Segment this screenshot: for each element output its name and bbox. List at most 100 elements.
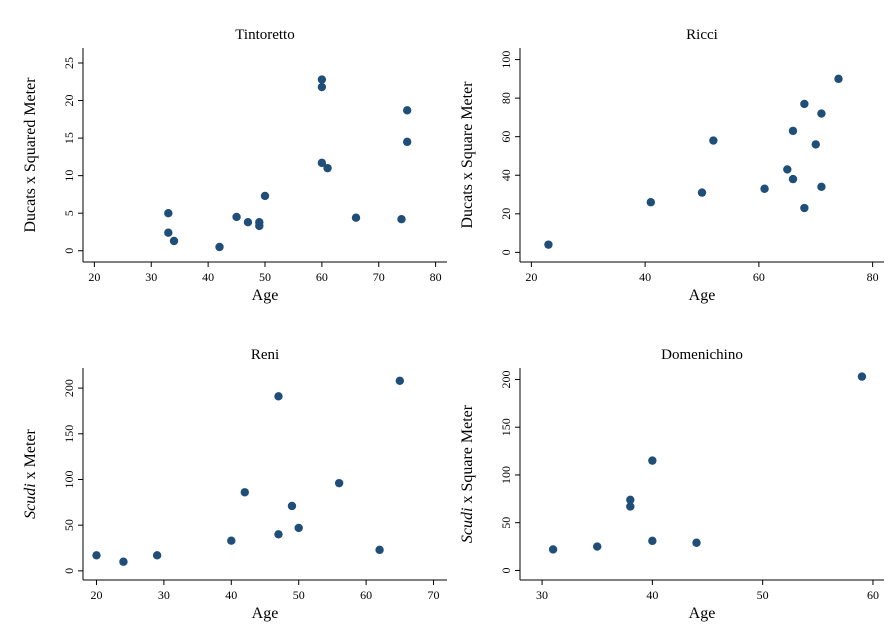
data-point xyxy=(834,75,842,83)
data-point xyxy=(170,237,178,245)
data-point xyxy=(288,502,296,510)
data-point xyxy=(241,488,249,496)
data-point xyxy=(261,192,269,200)
x-tick-label: 40 xyxy=(646,588,658,602)
y-axis-title: Scudi x Meter xyxy=(22,428,39,518)
x-tick-label: 70 xyxy=(373,270,385,284)
chart-title: Tintoretto xyxy=(235,27,294,43)
y-axis-title-rest: x Square Meter xyxy=(459,404,476,507)
y-tick-label: 0 xyxy=(499,249,513,255)
x-tick-label: 30 xyxy=(158,588,170,602)
y-axis-title-rest: x Meter xyxy=(22,428,39,483)
data-point xyxy=(647,198,655,206)
y-tick-label: 100 xyxy=(499,466,513,484)
y-tick-label: 100 xyxy=(62,470,76,488)
data-point xyxy=(215,243,223,251)
x-tick-label: 40 xyxy=(225,588,237,602)
data-point xyxy=(119,558,127,566)
data-point xyxy=(227,537,235,545)
y-tick-label: 0 xyxy=(499,567,513,573)
x-tick-label: 40 xyxy=(639,270,651,284)
data-point xyxy=(648,537,656,545)
data-point xyxy=(164,229,172,237)
x-tick-label: 50 xyxy=(259,270,271,284)
data-point xyxy=(92,551,100,559)
x-tick-label: 60 xyxy=(753,270,765,284)
data-point xyxy=(318,75,326,83)
chart-title: Reni xyxy=(251,347,279,363)
x-tick-label: 50 xyxy=(757,588,769,602)
data-point xyxy=(255,222,263,230)
y-tick-label: 40 xyxy=(499,169,513,181)
data-point xyxy=(244,218,252,226)
panel-reni: Reni 20 30 40 50 60 70 0 50 100 150 200 Age Scudi x M… xyxy=(22,347,447,622)
y-tick-label: 200 xyxy=(62,379,76,397)
y-tick-label: 100 xyxy=(499,51,513,69)
y-tick-label: 0 xyxy=(62,248,76,254)
x-tick-label: 30 xyxy=(536,588,548,602)
chart-title: Ricci xyxy=(686,27,718,43)
data-point xyxy=(335,479,343,487)
y-axis-title: Scudi x Square Meter xyxy=(459,404,476,543)
y-tick-label: 200 xyxy=(499,370,513,388)
y-tick-label: 20 xyxy=(62,95,76,107)
data-point xyxy=(626,502,634,510)
x-tick-label: 60 xyxy=(360,588,372,602)
x-tick-label: 70 xyxy=(428,588,440,602)
y-axis-title-italic: Scudi xyxy=(22,483,39,519)
data-point xyxy=(153,551,161,559)
data-point xyxy=(375,546,383,554)
y-tick-label: 10 xyxy=(62,170,76,182)
y-axis-title: Ducats x Square Meter xyxy=(459,81,476,229)
data-point xyxy=(164,209,172,217)
y-axis-title: Ducats x Squared Meter xyxy=(22,77,39,233)
data-point xyxy=(760,185,768,193)
data-point xyxy=(783,165,791,173)
y-tick-label: 60 xyxy=(499,131,513,143)
data-point xyxy=(789,175,797,183)
data-point xyxy=(274,392,282,400)
data-point xyxy=(352,213,360,221)
x-axis-title: Age xyxy=(252,287,279,304)
data-point xyxy=(812,140,820,148)
chart-title: Domenichino xyxy=(661,347,743,363)
x-tick-label: 80 xyxy=(867,270,879,284)
x-tick-label: 20 xyxy=(90,588,102,602)
y-tick-label: 25 xyxy=(62,57,76,69)
y-tick-label: 150 xyxy=(62,425,76,443)
x-tick-label: 40 xyxy=(202,270,214,284)
y-tick-label: 150 xyxy=(499,418,513,436)
data-point xyxy=(295,524,303,532)
x-axis-title: Age xyxy=(252,605,279,622)
x-tick-label: 80 xyxy=(430,270,442,284)
data-point xyxy=(789,127,797,135)
data-point xyxy=(709,136,717,144)
data-point xyxy=(274,530,282,538)
data-point xyxy=(692,539,700,547)
data-point xyxy=(549,545,557,553)
panel-ricci: Ricci 20 40 60 80 0 20 40 60 80 100 Age Ducats x Squ… xyxy=(459,27,884,304)
data-point xyxy=(323,164,331,172)
data-point xyxy=(396,377,404,385)
x-axis-title: Age xyxy=(689,605,716,622)
x-tick-label: 20 xyxy=(525,270,537,284)
data-point xyxy=(403,106,411,114)
x-tick-label: 60 xyxy=(316,270,328,284)
y-tick-label: 50 xyxy=(62,519,76,531)
y-tick-label: 50 xyxy=(499,517,513,529)
data-point xyxy=(397,215,405,223)
y-tick-label: 20 xyxy=(499,208,513,220)
data-point xyxy=(800,204,808,212)
y-tick-label: 15 xyxy=(62,132,76,144)
data-point xyxy=(648,456,656,464)
x-tick-label: 20 xyxy=(88,270,100,284)
y-tick-label: 80 xyxy=(499,92,513,104)
data-point xyxy=(403,138,411,146)
x-tick-label: 60 xyxy=(867,588,879,602)
x-tick-label: 30 xyxy=(145,270,157,284)
x-axis-title: Age xyxy=(689,287,716,304)
y-tick-label: 0 xyxy=(62,568,76,574)
data-point xyxy=(593,542,601,550)
data-point xyxy=(817,183,825,191)
